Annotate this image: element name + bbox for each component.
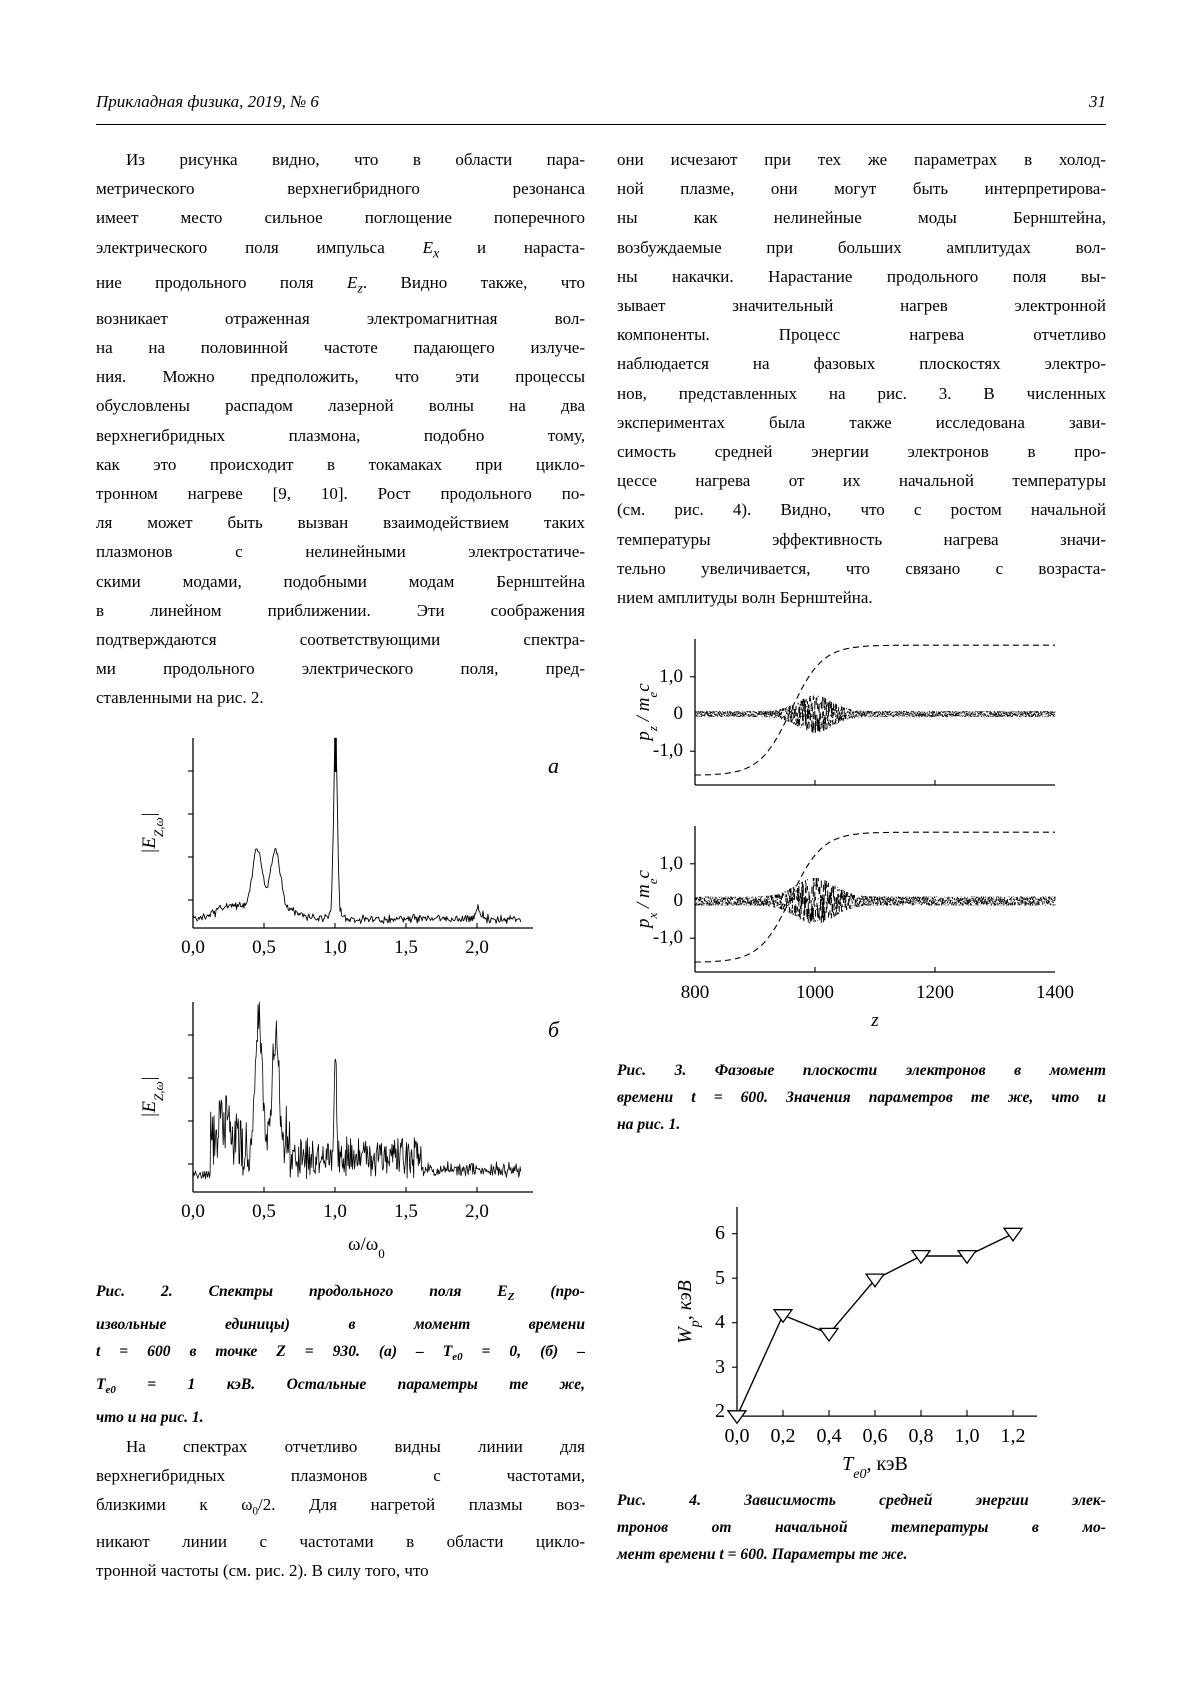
svg-text:1,0: 1,0 <box>659 853 683 874</box>
svg-text:1200: 1200 <box>916 982 954 1003</box>
svg-text:z: z <box>870 1010 879 1031</box>
svg-text:1400: 1400 <box>1036 982 1074 1003</box>
svg-text:0: 0 <box>674 890 684 911</box>
svg-text:1,0: 1,0 <box>659 666 683 687</box>
svg-text:0: 0 <box>674 703 684 724</box>
svg-text:-1,0: -1,0 <box>653 927 683 948</box>
svg-text:pz / mec: pz / mec <box>633 683 660 743</box>
svg-text:-1,0: -1,0 <box>653 740 683 761</box>
svg-text:px / mec: px / mec <box>633 869 660 930</box>
svg-text:800: 800 <box>681 982 710 1003</box>
svg-text:1000: 1000 <box>796 982 834 1003</box>
